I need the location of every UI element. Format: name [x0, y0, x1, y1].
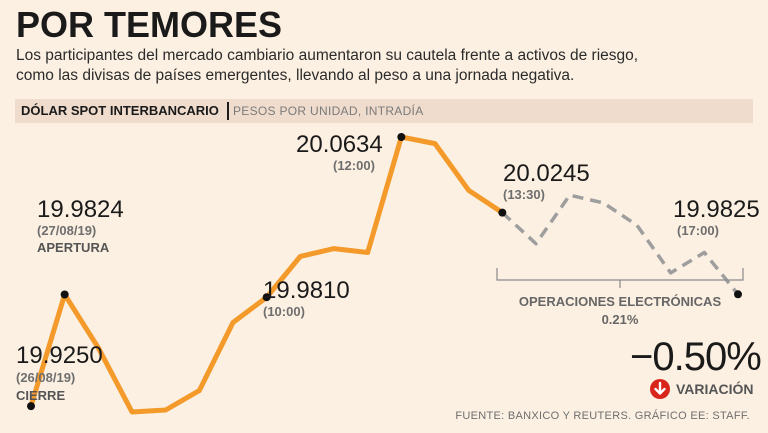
annotation-value-1000: 19.9810: [263, 277, 350, 304]
marker-1000: [262, 293, 271, 302]
annotation-value-1330: 20.0245: [503, 160, 590, 187]
electronic-ops-label: OPERACIONES ELECTRÓNICAS: [519, 294, 722, 309]
point-markers: [27, 133, 742, 411]
annotation-label-apertura: APERTURA: [37, 240, 110, 255]
annotation-value-1200: 20.0634: [296, 131, 383, 158]
annotation-value-cierre: 19.9250: [16, 342, 103, 369]
section-title: DÓLAR SPOT INTERBANCARIO: [21, 103, 219, 118]
chart-title: POR TEMORES: [16, 4, 283, 45]
annotation-value-1700: 19.9825: [673, 196, 760, 223]
chart-subtitle: Los participantes del mercado cambiario …: [16, 46, 756, 86]
annotation-date-apertura: (27/08/19): [37, 223, 96, 238]
solid-series-line: [28, 134, 505, 415]
subtitle-line-1: Los participantes del mercado cambiario …: [16, 47, 639, 64]
arrow-down-icon: [650, 379, 670, 399]
annotation-value-apertura: 19.9824: [37, 196, 124, 223]
marker-1200: [397, 133, 406, 141]
marker-cierre: [27, 402, 35, 411]
annotation-time-1200: (12:00): [333, 158, 375, 173]
marker-1700: [734, 290, 742, 299]
marker-apertura: [60, 290, 69, 299]
marker-1330: [498, 208, 507, 217]
section-units: PESOS POR UNIDAD, INTRADÍA: [233, 104, 424, 118]
change-indicator: VARIACIÓN: [650, 378, 754, 400]
source-note: FUENTE: BANXICO Y REUTERS. GRÁFICO EE: S…: [455, 410, 750, 422]
arrow-down-icon-glyph: [654, 381, 666, 395]
section-header-bar: DÓLAR SPOT INTERBANCARIO PESOS POR UNIDA…: [15, 99, 753, 123]
annotation-time-1000: (10:00): [263, 304, 305, 319]
subtitle-line-2: como las divisas de países emergentes, l…: [16, 67, 575, 84]
electronic-ops-bracket: [496, 268, 744, 288]
annotation-time-1700: (17:00): [677, 223, 719, 238]
change-value: −0.50%: [630, 335, 762, 379]
electronic-ops-value: 0.21%: [602, 312, 639, 327]
annotation-time-1330: (13:30): [503, 187, 545, 202]
annotation-label-cierre: CIERRE: [16, 388, 65, 403]
change-label: VARIACIÓN: [676, 381, 754, 397]
annotation-date-cierre: (26/08/19): [16, 370, 75, 385]
dashed-series-line: [501, 193, 740, 296]
section-separator: [227, 102, 229, 120]
